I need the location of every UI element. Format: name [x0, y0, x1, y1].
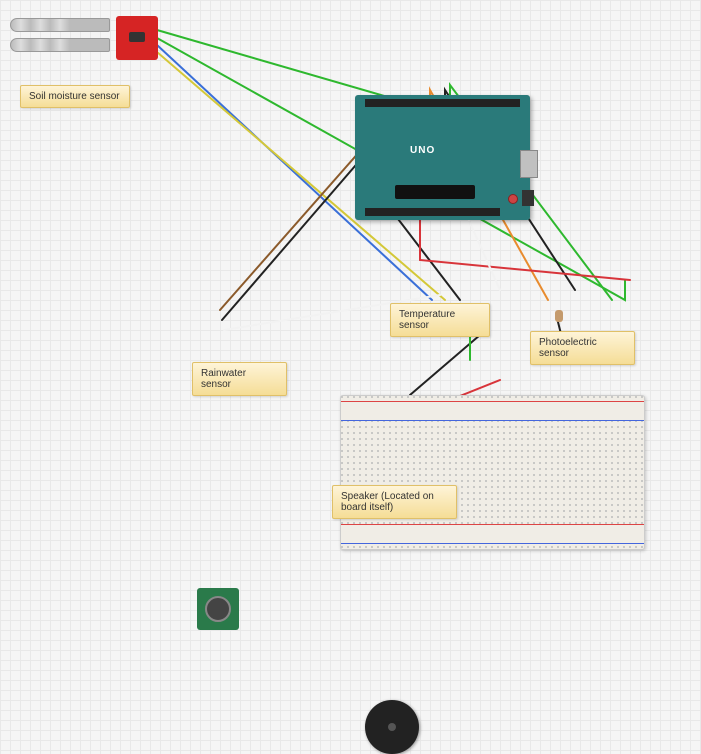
rainwater-sensor: [197, 588, 239, 630]
label-rainwater: Rainwater sensor: [192, 362, 287, 396]
label-soil: Soil moisture sensor: [20, 85, 130, 108]
breadboard: [340, 395, 645, 550]
photoelectric-sensor: [555, 310, 563, 322]
arduino-logo-text: UNO: [410, 145, 435, 156]
arduino-uno: UNO: [355, 95, 530, 220]
wire-spk-black: [410, 335, 480, 395]
label-photoelectric-text: Photoelectric sensor: [539, 337, 597, 359]
label-soil-text: Soil moisture sensor: [29, 91, 120, 102]
usb-port: [520, 150, 538, 178]
soil-moisture-probes: [10, 18, 110, 58]
arduino-header-analog: [365, 208, 500, 216]
speaker: [365, 700, 419, 754]
wire-ard-black-bb-1: [395, 215, 460, 300]
label-photoelectric: Photoelectric sensor: [530, 331, 635, 365]
label-speaker: Speaker (Located on board itself): [332, 485, 457, 519]
probe-2: [10, 38, 110, 52]
wire-ard-red: [420, 215, 630, 280]
reset-button: [508, 194, 518, 204]
power-jack: [522, 190, 534, 206]
wire-soil-green-1: [157, 30, 398, 100]
probe-1: [10, 18, 110, 32]
label-temperature: Temperature sensor: [390, 303, 490, 337]
label-speaker-text: Speaker (Located on board itself): [341, 491, 434, 513]
atmega-chip: [395, 185, 475, 199]
label-temperature-text: Temperature sensor: [399, 309, 455, 331]
label-rainwater-text: Rainwater sensor: [201, 368, 246, 390]
arduino-header-digital: [365, 99, 520, 107]
soil-moisture-board: [116, 16, 158, 60]
